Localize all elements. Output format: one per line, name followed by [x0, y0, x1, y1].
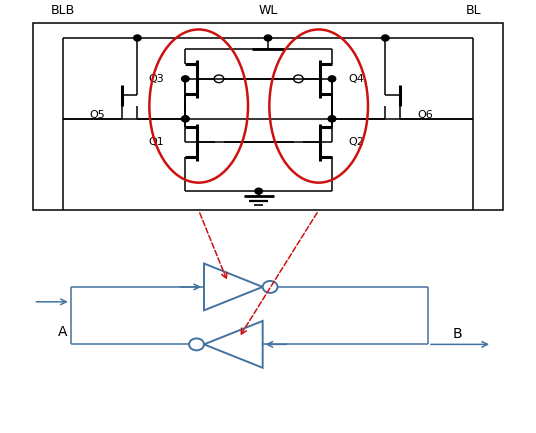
Circle shape	[328, 116, 336, 122]
Circle shape	[255, 188, 263, 194]
Text: BLB: BLB	[50, 4, 75, 17]
Text: A: A	[58, 325, 68, 339]
Circle shape	[328, 76, 336, 82]
Text: Q5: Q5	[90, 110, 106, 120]
Circle shape	[264, 35, 272, 41]
Text: BL: BL	[465, 4, 481, 17]
Circle shape	[382, 35, 389, 41]
Text: B: B	[452, 327, 462, 341]
Text: Q6: Q6	[418, 110, 433, 120]
Text: Q3: Q3	[148, 74, 164, 84]
Circle shape	[133, 35, 141, 41]
Text: WL: WL	[258, 4, 278, 17]
Text: Q4: Q4	[348, 74, 364, 84]
Text: Q2: Q2	[348, 137, 364, 147]
Circle shape	[182, 116, 189, 122]
Circle shape	[182, 116, 189, 122]
Bar	[33, 23, 503, 210]
Circle shape	[328, 116, 336, 122]
Circle shape	[182, 76, 189, 82]
Text: Q1: Q1	[148, 137, 164, 147]
